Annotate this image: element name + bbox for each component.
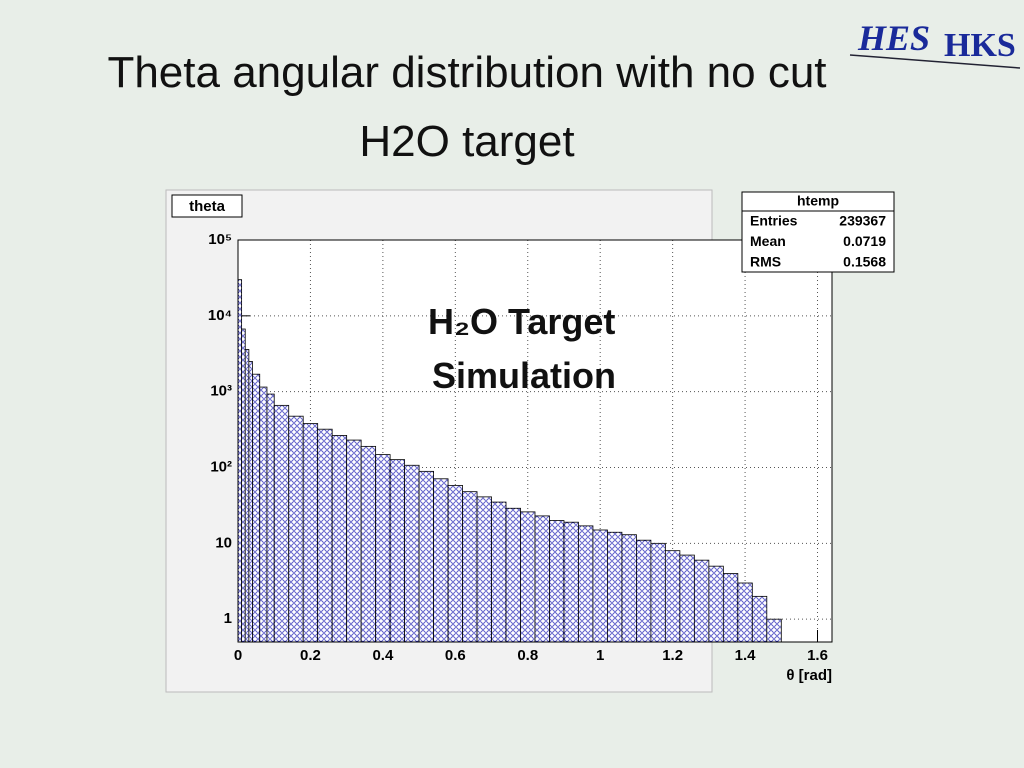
x-tick-label: 0.8 [517,647,538,664]
bar [722,573,739,643]
bar [520,511,536,643]
bar [592,529,608,643]
bar [447,485,463,643]
bar [636,539,652,643]
slide-title: H2O target [359,117,574,166]
bar [708,565,724,643]
y-tick-label: 10 [215,534,232,551]
bar [418,470,434,643]
bar [317,428,333,643]
y-tick-label: 10⁵ [208,231,232,248]
logo-text: HES [857,18,930,58]
bar [578,525,594,643]
bar [248,361,253,643]
logo: HES HKS [849,18,1021,69]
bar [679,554,695,643]
stats-box [741,191,895,273]
bar [244,349,250,643]
bar [563,521,579,643]
bar [360,445,377,643]
x-tick-label: 0.2 [300,647,321,664]
bar [331,435,348,643]
y-tick-label: 1 [224,610,232,627]
slide-title: Theta angular distribution with no cut [107,48,826,97]
bar [302,423,319,643]
hist-title: theta [189,198,225,215]
bar [534,515,550,643]
bar [505,507,521,643]
stats-value: 0.0719 [843,233,886,249]
logo-line [849,54,1021,69]
y-tick-label: 10⁴ [208,307,232,324]
logo-text: HKS [944,27,1016,64]
stats-key: Entries [750,213,798,229]
x-tick-label: 1.4 [735,647,757,664]
bar [650,542,666,643]
bar [273,404,290,643]
bar [237,279,243,643]
hist-title-box [171,194,243,218]
bar [476,496,492,643]
annotation: H₂O Target [428,301,615,342]
x-tick-label: 1.2 [662,647,683,664]
bar [389,459,406,643]
bar [404,464,420,643]
stats-key: RMS [750,254,781,270]
stats-key: Mean [750,233,786,249]
bar [737,582,753,643]
x-tick-label: 1.6 [807,647,828,664]
x-tick-label: 0.6 [445,647,466,664]
x-tick-label: 1 [596,647,604,664]
plot-border [237,239,833,643]
bar [252,373,261,643]
y-tick-label: 10³ [210,383,232,400]
bar [621,534,637,643]
stats-value: 239367 [839,213,886,229]
bar [549,520,565,643]
bar [491,501,507,643]
bar [751,595,768,643]
stats-value: 0.1568 [843,254,886,270]
stats-title: htemp [797,193,839,209]
bar [375,454,391,643]
bar [607,531,623,643]
bar [266,393,275,643]
bar [433,478,449,643]
bar [259,386,268,643]
x-tick-label: 0 [234,647,242,664]
bar [346,439,362,643]
x-tick-label: 0.4 [372,647,394,664]
bar [693,559,710,643]
bar [241,328,246,643]
bar [664,550,681,643]
bar [462,491,478,643]
y-tick-label: 10² [210,458,232,475]
annotation: Simulation [432,355,616,396]
bar [288,415,304,643]
x-axis-label: θ [rad] [786,667,832,684]
bar [766,618,782,643]
